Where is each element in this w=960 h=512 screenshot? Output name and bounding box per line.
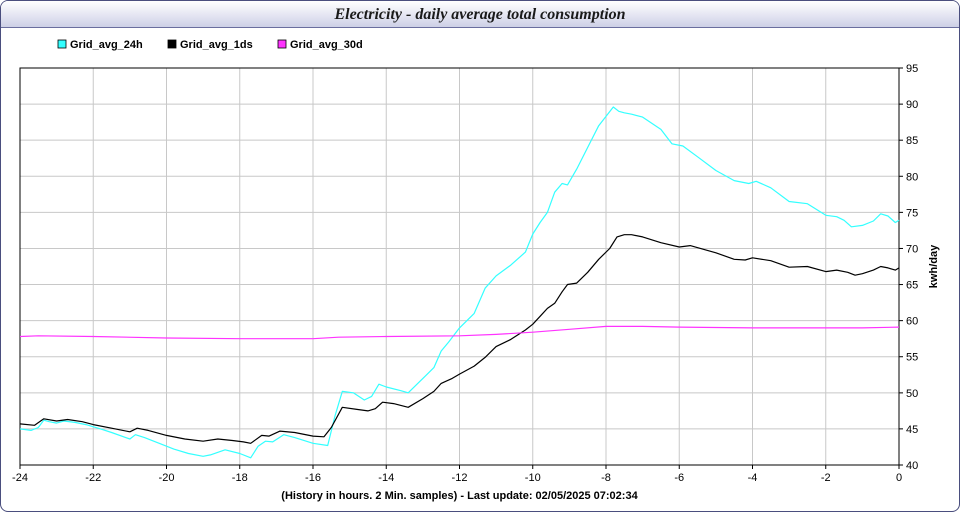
legend: Grid_avg_24h Grid_avg_1ds Grid_avg_30d [57,39,363,51]
y-tick-label: 60 [906,316,918,328]
legend-item: Grid_avg_24h [57,39,143,51]
ticks: -24 -22 -20 -18 -16 -14 -12 -10 -8 -6 -4 -2 04045505… [12,63,918,484]
legend-swatch [277,39,287,49]
x-tick-label: -6 [674,472,684,484]
x-tick-label: -10 [525,472,541,484]
series-line-grid-avg-24h [19,106,900,459]
x-tick-label: -20 [159,472,175,484]
legend-swatch [167,39,177,49]
series-lines [19,106,900,459]
y-tick-label: 45 [906,424,918,436]
x-tick-label: -12 [452,472,468,484]
series-line-grid-avg-1ds [19,234,900,444]
y-tick-label: 55 [906,352,918,364]
y-tick-label: 70 [906,243,918,255]
x-tick-label: -24 [12,472,28,484]
chart-title: Electricity - daily average total consum… [334,6,626,23]
x-tick-label: 0 [896,472,902,484]
x-tick-label: -22 [85,472,101,484]
legend-swatch [57,39,67,49]
y-axis-label: kwh/day [928,244,940,288]
y-tick-label: 40 [906,460,918,472]
x-tick-label: -8 [601,472,611,484]
y-tick-label: 50 [906,388,918,400]
legend-label: Grid_avg_1ds [180,39,253,51]
y-tick-label: 75 [906,207,918,219]
x-axis-label: (History in hours. 2 Min. samples) - Las… [281,490,638,502]
title-bar: Electricity - daily average total consum… [1,1,959,28]
x-tick-label: -14 [378,472,394,484]
y-tick-label: 95 [906,63,918,75]
series-line-grid-avg-30d [19,325,900,340]
x-tick-label: -2 [821,472,831,484]
grid [19,67,900,466]
y-tick-label: 65 [906,280,918,292]
x-tick-label: -16 [305,472,321,484]
x-tick-label: -18 [232,472,248,484]
legend-label: Grid_avg_30d [290,39,363,51]
y-tick-label: 90 [906,99,918,111]
legend-item: Grid_avg_1ds [167,39,253,51]
legend-label: Grid_avg_24h [70,39,143,51]
y-tick-label: 80 [906,171,918,183]
x-tick-label: -4 [748,472,758,484]
legend-item: Grid_avg_30d [277,39,363,51]
y-tick-label: 85 [906,135,918,147]
